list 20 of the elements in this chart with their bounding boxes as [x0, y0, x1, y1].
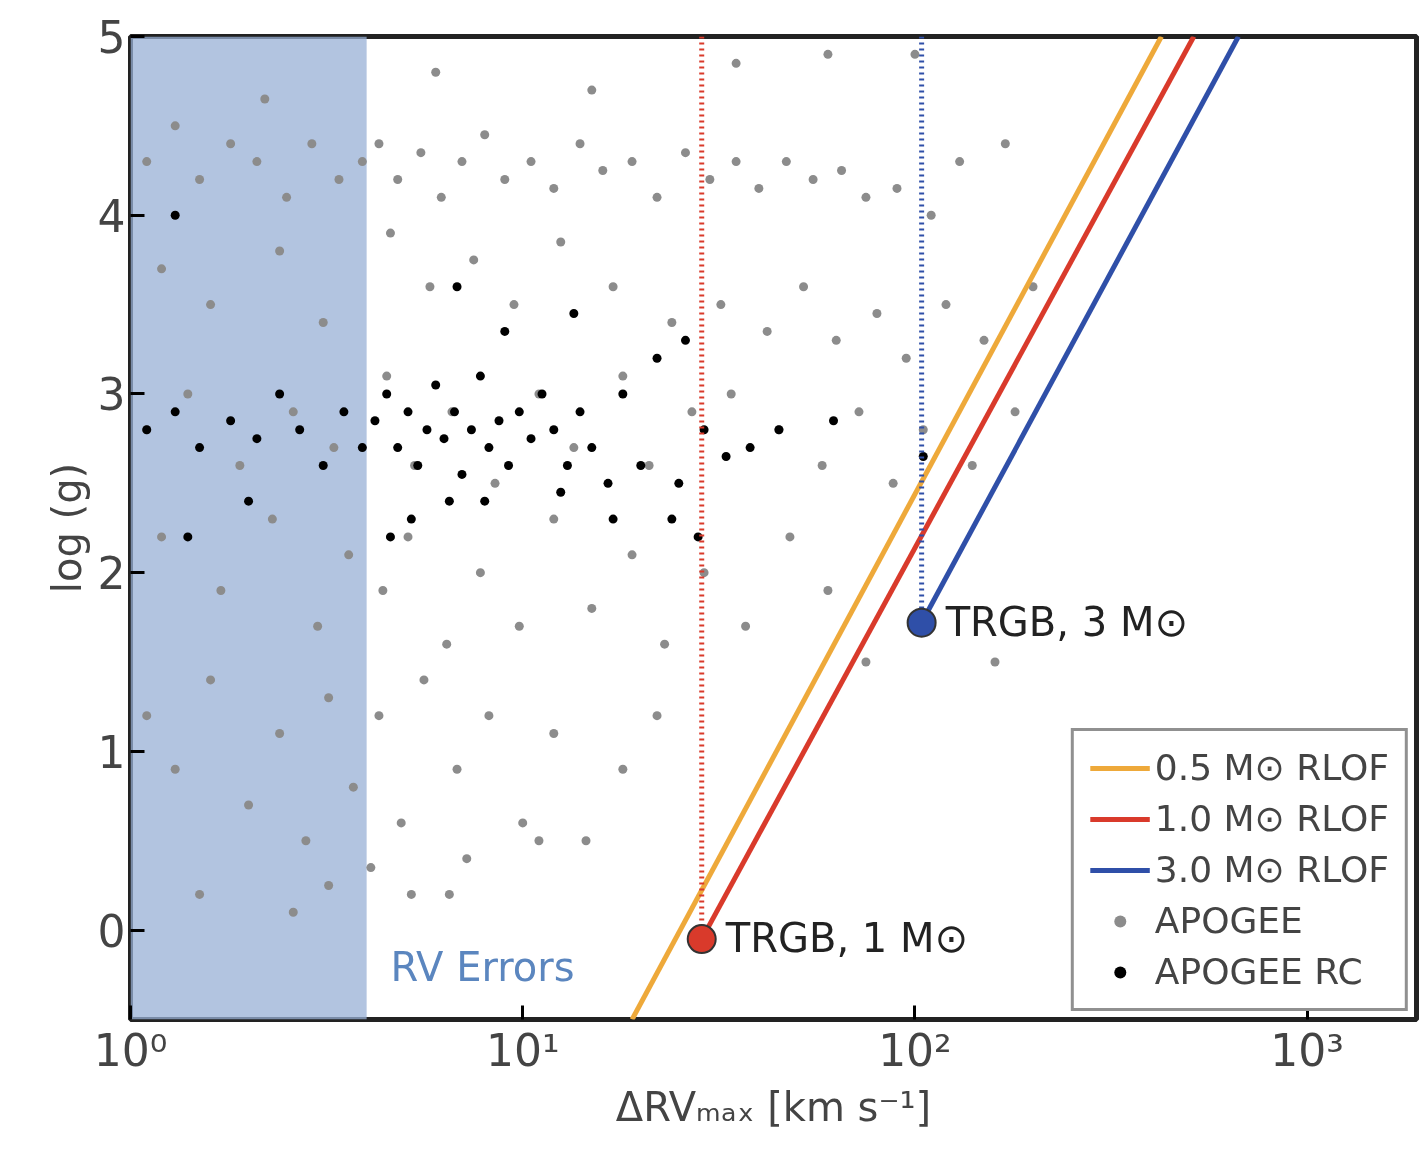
- annotation: TRGB, 3 M⊙: [944, 598, 1188, 645]
- x-tick-label: 10³: [1270, 1024, 1344, 1076]
- y-tick-label: 3: [97, 369, 126, 421]
- legend-label: 3.0 M⊙ RLOF: [1154, 849, 1389, 890]
- legend-label: APOGEE RC: [1154, 951, 1363, 992]
- y-axis-title: log (g): [43, 462, 90, 594]
- x-axis-title: ΔRVₘₐₓ [km s⁻¹]: [615, 1083, 932, 1130]
- y-tick-label: 0: [97, 905, 126, 957]
- y-tick-label: 4: [97, 190, 126, 242]
- x-tick-label: 10⁰: [93, 1024, 168, 1076]
- x-tick-label: 10²: [878, 1024, 952, 1076]
- legend-label: 0.5 M⊙ RLOF: [1154, 747, 1389, 788]
- y-tick-label: 1: [97, 726, 126, 778]
- legend-label: 1.0 M⊙ RLOF: [1154, 798, 1389, 839]
- y-tick-label: 2: [97, 548, 126, 600]
- band-label: RV Errors: [390, 943, 575, 990]
- y-tick-label: 5: [97, 12, 126, 63]
- annotation: TRGB, 1 M⊙: [724, 915, 969, 962]
- x-tick-label: 10¹: [485, 1024, 560, 1076]
- legend-label: APOGEE: [1154, 900, 1303, 941]
